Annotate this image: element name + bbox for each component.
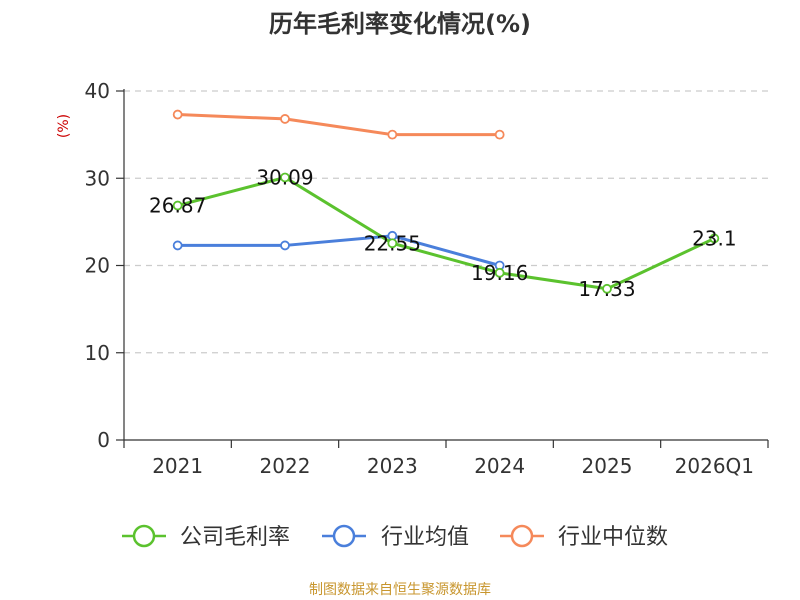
- grid-lines: [124, 90, 768, 354]
- x-tick-label: 2023: [367, 454, 418, 478]
- data-label: 26.87: [149, 194, 206, 218]
- x-tick-label: 2025: [582, 454, 633, 478]
- data-labels: 26.87 30.09 22.55 19.16 17.33 23.1: [149, 165, 737, 300]
- data-point: [494, 267, 505, 278]
- data-point: [387, 238, 398, 249]
- series-line: [177, 113, 500, 137]
- data-point: [709, 233, 720, 244]
- legend-label: 行业中位数: [558, 525, 668, 550]
- x-tick-label: 2021: [152, 454, 203, 478]
- series-lines: [172, 109, 720, 294]
- data-point: [280, 114, 290, 124]
- data-label: 17.33: [578, 277, 635, 301]
- y-tick-label: 0: [97, 428, 110, 452]
- data-label: 22.55: [364, 231, 421, 255]
- y-tick-label: 20: [85, 254, 110, 278]
- chart-title: 历年毛利率变化情况(%): [269, 10, 531, 38]
- legend-marker: [510, 524, 534, 548]
- data-point: [172, 200, 183, 211]
- legend-label: 公司毛利率: [180, 525, 290, 550]
- legend-label: 行业均值: [381, 525, 469, 550]
- y-tick-label: 40: [85, 79, 110, 103]
- data-point: [172, 240, 183, 251]
- x-tick-label: 2022: [260, 454, 311, 478]
- data-point: [494, 129, 505, 140]
- legend: 公司毛利率 行业均值 行业中位数: [122, 524, 668, 550]
- y-axis-label: (%): [56, 114, 72, 138]
- axes: 0 10 20 30 40 2021 2022 2023 2024 2025 2026Q1: [85, 79, 769, 478]
- series-0: [172, 172, 720, 294]
- data-label: 19.16: [471, 261, 528, 285]
- source-note: 制图数据来自恒生聚源数据库: [309, 582, 491, 598]
- legend-item: 行业均值: [322, 524, 469, 550]
- data-label: 30.09: [256, 165, 313, 189]
- legend-marker: [132, 524, 156, 548]
- legend-item: 公司毛利率: [122, 524, 290, 550]
- series-1: [172, 230, 505, 271]
- data-point: [387, 129, 398, 140]
- series-line: [177, 234, 501, 267]
- data-point: [602, 283, 612, 294]
- x-tick-label: 2026Q1: [675, 454, 754, 478]
- x-tick-label: 2024: [474, 454, 525, 478]
- legend-item: 行业中位数: [500, 524, 668, 550]
- data-point: [280, 172, 290, 183]
- series-line: [177, 175, 715, 291]
- y-tick-label: 10: [85, 341, 110, 365]
- y-tick-label: 30: [85, 166, 110, 190]
- legend-marker: [332, 524, 356, 548]
- data-point: [280, 240, 290, 251]
- data-point: [172, 109, 183, 120]
- data-label: 23.1: [692, 226, 737, 250]
- series-2: [172, 109, 505, 140]
